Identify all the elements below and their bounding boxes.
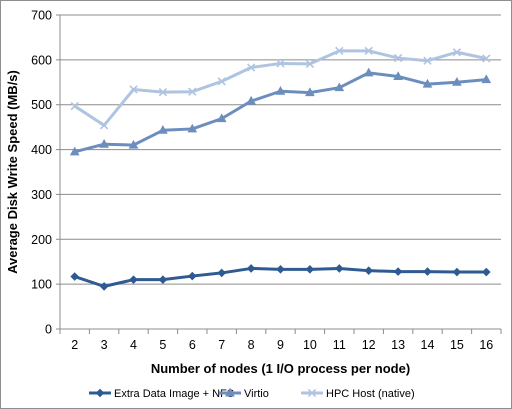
data-point [481, 74, 492, 84]
x-tick-label: 14 [421, 338, 435, 352]
x-tick-label: 2 [71, 338, 78, 352]
x-tick-label: 15 [450, 338, 464, 352]
data-point [129, 85, 138, 94]
data-point [216, 113, 227, 123]
gridlines [60, 14, 501, 285]
data-point [335, 46, 344, 56]
data-point [246, 95, 256, 105]
x-tick-label: 13 [391, 338, 405, 352]
x-tick-label: 12 [362, 338, 376, 352]
data-point [246, 264, 256, 273]
data-point [334, 264, 344, 273]
legend: Extra Data Image + NFS Virtio HPC Host (na… [89, 387, 415, 400]
data-point [275, 86, 286, 95]
data-point [158, 125, 168, 134]
legend-marker [225, 387, 235, 397]
data-point [393, 267, 403, 276]
data-point [99, 282, 109, 291]
data-point [452, 48, 462, 57]
legend-item: HPC Host (native) [301, 388, 415, 400]
data-point [452, 267, 462, 277]
y-tick-label: 0 [45, 323, 52, 337]
y-tick-label: 500 [31, 98, 52, 112]
data-point [217, 268, 227, 278]
data-point [363, 67, 374, 77]
y-tick-label: 100 [31, 278, 52, 292]
data-point [69, 146, 80, 156]
data-point [423, 267, 432, 276]
x-tick-label: 5 [159, 338, 166, 352]
data-point [158, 275, 168, 284]
data-point [158, 87, 168, 97]
series-lines [69, 46, 492, 291]
data-point [188, 87, 197, 96]
data-point [305, 87, 315, 97]
y-axis-title: Average Disk Write Speed (MB/s) [5, 70, 20, 274]
x-tick-label: 10 [303, 338, 317, 352]
y-tick-label: 400 [31, 143, 52, 157]
data-point [187, 123, 198, 133]
legend-item: Extra Data Image + NFS [89, 388, 234, 400]
legend-label: Virtio [244, 388, 269, 400]
data-point [452, 77, 462, 86]
data-point [481, 267, 491, 277]
data-point [305, 59, 315, 69]
data-point [99, 138, 109, 148]
y-tick-label: 700 [31, 9, 52, 23]
data-point [129, 275, 138, 284]
x-tick-label: 6 [189, 338, 196, 352]
data-point [364, 266, 374, 275]
x-tick-label: 11 [333, 338, 346, 352]
data-point [187, 271, 197, 281]
data-point [70, 101, 79, 111]
x-tick-label: 8 [248, 338, 255, 352]
data-point [70, 272, 80, 281]
x-tick-label: 4 [130, 338, 137, 352]
data-point [99, 121, 109, 130]
y-tick-label: 200 [31, 233, 52, 247]
x-tick-label: 16 [479, 338, 493, 352]
y-tick-label: 600 [31, 53, 52, 67]
legend-marker [307, 388, 317, 398]
legend-item: Virtio [219, 387, 269, 400]
axes: 0 100 200 300 400 500 600 700 2 3 4 5 6 7 8 9 10 11 12 13 14… [31, 9, 502, 352]
data-point [393, 71, 403, 80]
x-tick-label: 9 [277, 338, 284, 352]
data-point [276, 265, 285, 274]
data-point [128, 139, 139, 149]
x-axis-title: Number of nodes (1 I/O process per node) [151, 361, 410, 376]
data-point [364, 46, 373, 56]
legend-label: Extra Data Image + NFS [114, 388, 234, 400]
legend-marker [95, 388, 105, 398]
legend-label: HPC Host (native) [326, 388, 415, 400]
data-point [482, 54, 491, 63]
data-point [393, 53, 403, 63]
data-point [305, 265, 315, 274]
y-tick-label: 300 [31, 188, 52, 202]
data-point [246, 63, 256, 72]
data-point [422, 78, 433, 88]
x-tick-label: 7 [218, 338, 225, 352]
data-point [423, 56, 432, 65]
data-point [334, 82, 345, 92]
data-point [217, 77, 226, 86]
data-point [276, 59, 285, 68]
x-tick-label: 3 [101, 338, 108, 352]
